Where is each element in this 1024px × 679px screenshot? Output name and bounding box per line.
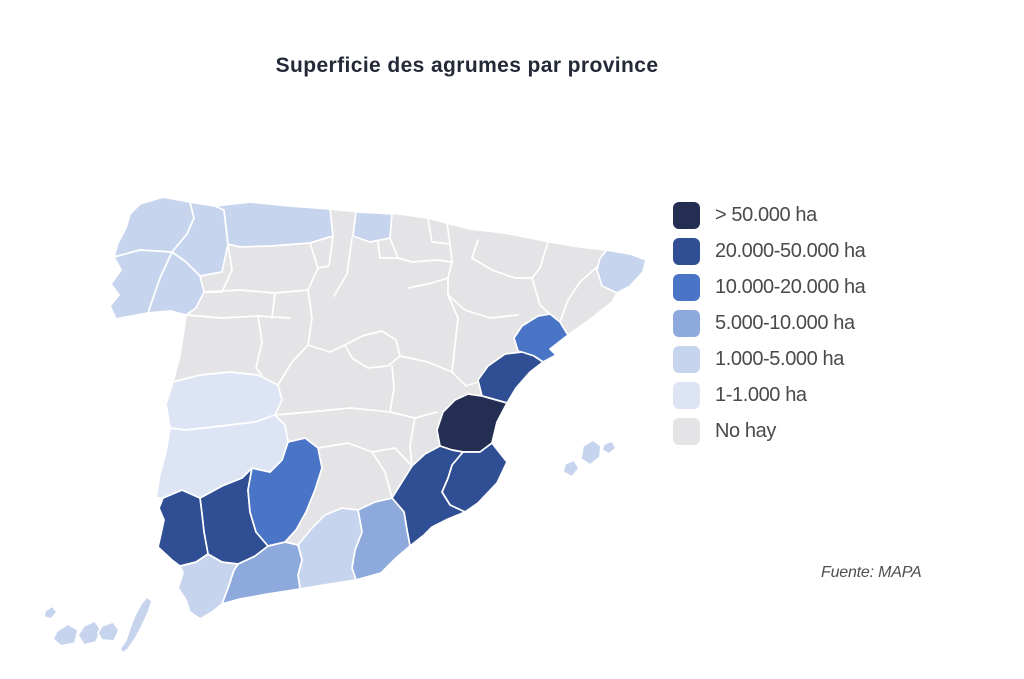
province-asturias [214,201,334,248]
legend-swatch [673,310,700,337]
province-border-line [277,344,309,386]
province-border-line [317,235,334,269]
province-border-line [411,259,453,263]
province-huelva [157,489,209,567]
province-border-line [427,217,451,245]
province-pontevedra [109,249,173,320]
province-border-line [559,265,599,323]
province-murcia [391,445,466,547]
island-fuerteventura-lanzarote [119,596,153,654]
province-badajoz [155,414,289,499]
province-border-line [371,447,413,467]
province-border-line [333,237,353,297]
legend: > 50.000 ha 20.000-50.000 ha 10.000-20.0… [673,202,866,445]
legend-item: > 50.000 ha [673,202,865,229]
legend-item: 5.000-10.000 ha [673,310,865,337]
island-gran-canaria [97,621,120,642]
legend-label: 10.000-20.000 ha [715,276,866,298]
province-border-line [307,344,346,353]
province-border-line [446,222,453,263]
province-border-line [531,241,549,279]
island-ibiza [562,459,580,478]
province-almeria [351,497,411,581]
legend-label: 5.000-10.000 ha [715,312,855,334]
balearic-islands [562,439,617,478]
province-border-line [471,257,533,279]
province-border-line [414,411,438,419]
province-ourense [147,251,205,316]
province-border-line [409,417,416,467]
legend-swatch [673,238,700,265]
island-la-palma [43,605,58,620]
province-border-line [389,365,395,413]
legend-label: 20.000-50.000 ha [715,240,866,262]
island-tenerife [77,620,102,646]
legend-label: 1-1.000 ha [715,384,807,406]
province-vizcaya [352,211,393,243]
province-girona [596,249,647,294]
province-border-line [377,241,399,259]
province-border-line [447,261,453,296]
island-el-hierro-gomera [52,623,79,647]
legend-item: 10.000-20.000 ha [673,274,866,301]
source-attribution: Fuente: MAPA [821,564,922,581]
legend-item: No hay [673,418,865,445]
province-border-line [471,239,479,259]
province-border-line [185,314,291,319]
legend-item: 1-1.000 ha [673,382,865,409]
legend-swatch [673,346,700,373]
province-border-line [447,294,466,311]
province-border-line [203,289,309,294]
province-border-line [447,294,479,387]
canary-islands [43,596,153,654]
province-border-line [274,407,416,419]
colored-provinces [109,196,647,620]
legend-swatch [673,418,700,445]
province-border-line [399,355,453,373]
island-menorca [601,440,617,455]
province-border-line [271,292,276,319]
interior-province-borders [185,217,599,499]
province-border-line [407,277,449,289]
legend-swatch [673,274,700,301]
page-title: Superficie des agrumes par province [275,54,659,77]
province-border-line [531,277,553,317]
province-border-line [464,309,519,319]
island-mallorca [580,439,602,466]
province-border-line [255,315,263,376]
legend-swatch [673,382,700,409]
legend-label: > 50.000 ha [715,204,817,226]
province-border-line [307,289,313,346]
legend-item: 1.000-5.000 ha [673,346,865,373]
legend-label: No hay [715,420,776,442]
legend-label: 1.000-5.000 ha [715,348,844,370]
legend-item: 20.000-50.000 ha [673,238,866,265]
legend-swatch [673,202,700,229]
